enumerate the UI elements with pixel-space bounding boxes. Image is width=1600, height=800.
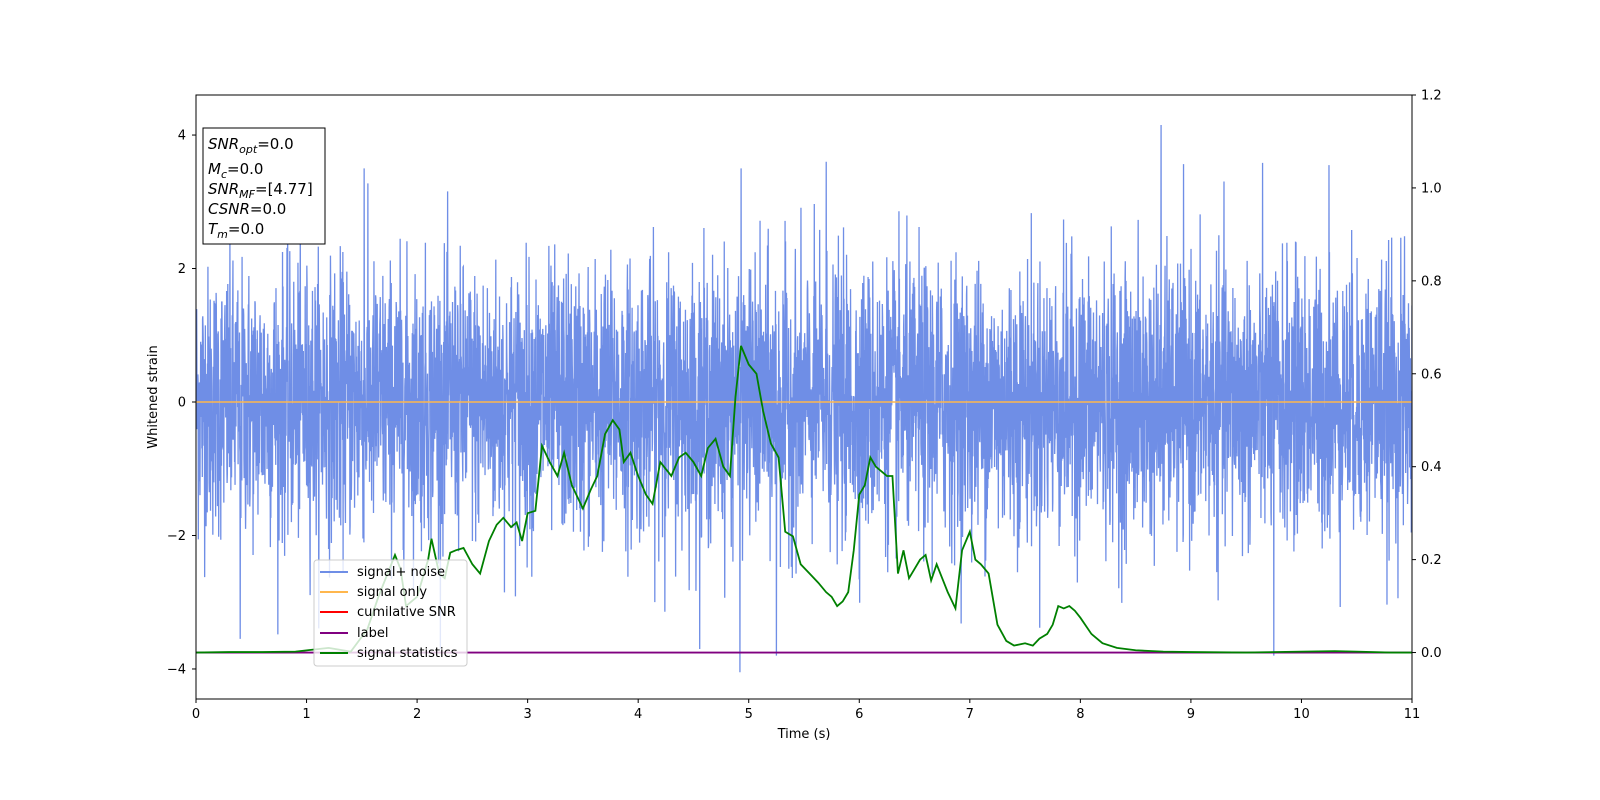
- x-tick-label: 10: [1293, 707, 1310, 722]
- y-left-tick-label: 4: [178, 129, 186, 144]
- svg-text:label: label: [357, 626, 388, 641]
- svg-text:cumilative SNR: cumilative SNR: [357, 605, 456, 620]
- x-tick-label: 6: [855, 707, 863, 722]
- svg-text:signal only: signal only: [357, 585, 427, 600]
- x-tick-label: 7: [966, 707, 974, 722]
- y-right-tick-label: 0.4: [1421, 460, 1442, 475]
- svg-text:signal statistics: signal statistics: [357, 646, 458, 661]
- y-right-tick-label: 1.0: [1421, 181, 1442, 196]
- y-right-tick-label: 0.6: [1421, 367, 1442, 382]
- x-tick-label: 2: [413, 707, 421, 722]
- y-right-tick-label: 1.2: [1421, 89, 1442, 104]
- x-axis-title: Time (s): [777, 727, 831, 742]
- y-right-tick-label: 0.8: [1421, 274, 1442, 289]
- x-tick-label: 5: [745, 707, 753, 722]
- info-snr-mf: SNRMF=[4.77]: [208, 180, 313, 201]
- x-tick-label: 4: [634, 707, 642, 722]
- legend-item-signal-noise: signal+ noise: [320, 565, 445, 580]
- info-mc: Mc=0.0: [208, 160, 263, 181]
- y-right-tick-label: 0.2: [1421, 553, 1442, 568]
- legend-item-signal-only: signal only: [320, 585, 427, 600]
- info-csnr: CSNR=0.0: [208, 200, 286, 218]
- legend-frame: [313, 559, 468, 667]
- legend-item-signal-statistics: signal statistics: [320, 646, 458, 661]
- y-left-tick-label: 0: [178, 396, 186, 411]
- y-left-tick-label: −4: [167, 662, 186, 677]
- legend-item-label: label: [320, 626, 388, 641]
- plot-frame: [195, 94, 1413, 700]
- series-signal-statistics: [196, 345, 1412, 654]
- x-tick-label: 11: [1404, 707, 1421, 722]
- info-tm: Tm=0.0: [208, 220, 264, 241]
- x-tick-label: 0: [192, 707, 200, 722]
- x-tick-label: 9: [1187, 707, 1195, 722]
- y-axis-right-ticks: 0.0 0.2 0.4 0.6 0.8 1.0 1.2: [1412, 89, 1442, 661]
- y-right-tick-label: 0.0: [1421, 646, 1442, 661]
- info-snr-opt: SNRopt=0.0: [208, 135, 294, 156]
- legend: signal+ noise signal only cumilative SNR…: [313, 559, 468, 667]
- y-left-tick-label: 2: [178, 262, 186, 277]
- x-tick-label: 8: [1076, 707, 1084, 722]
- y-left-tick-label: −2: [167, 529, 186, 544]
- legend-item-cumilative-snr: cumilative SNR: [320, 605, 456, 620]
- series-signal-plus-noise: [196, 125, 1412, 673]
- y-axis-left-ticks: −4 −2 0 2 4: [167, 129, 196, 677]
- x-axis-ticks: 0 1 2 3 4 5 6 7 8 9 10 11: [192, 699, 1420, 722]
- svg-text:signal+ noise: signal+ noise: [357, 565, 445, 580]
- x-tick-label: 1: [302, 707, 310, 722]
- info-box: SNRopt=0.0 Mc=0.0 SNRMF=[4.77] CSNR=0.0 …: [202, 127, 326, 245]
- x-tick-label: 3: [523, 707, 531, 722]
- y-axis-title: Whitened strain: [146, 345, 161, 448]
